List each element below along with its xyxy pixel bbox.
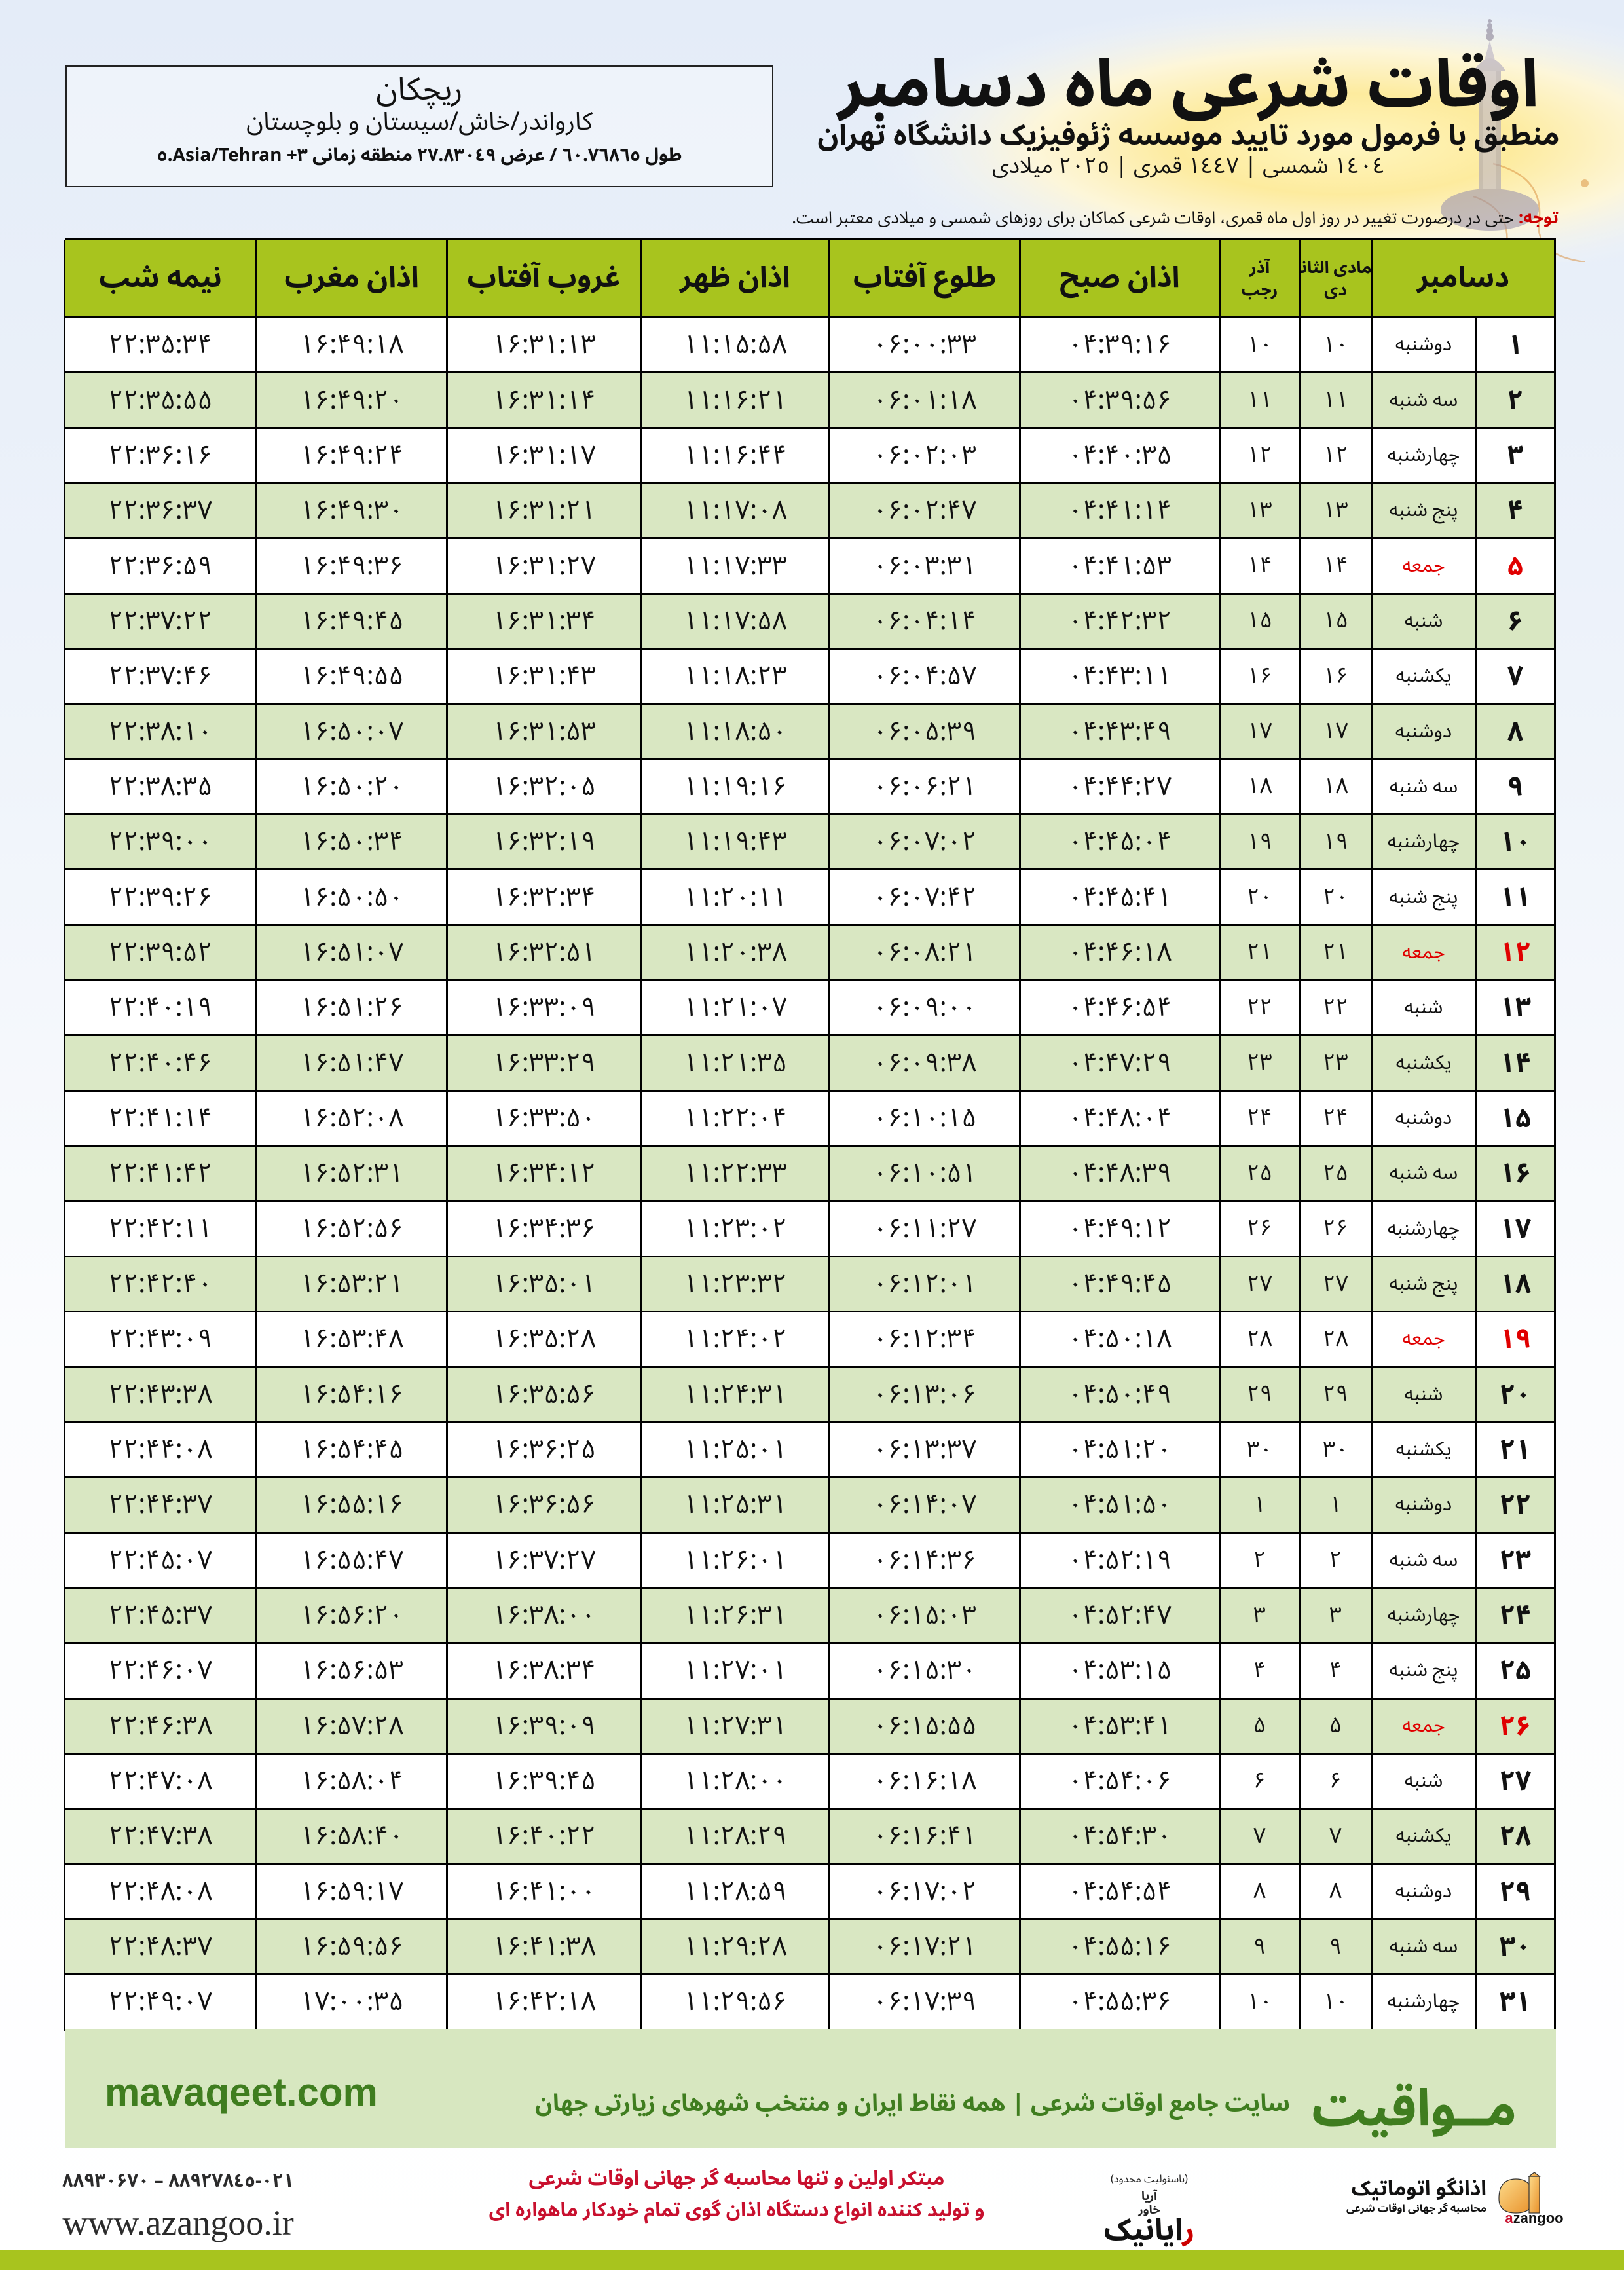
svg-text:محاسبه گر جهانی اوقات شرعی: محاسبه گر جهانی اوقات شرعی: [1346, 2197, 1486, 2220]
svg-text:azangoo: azangoo: [1505, 2210, 1563, 2226]
